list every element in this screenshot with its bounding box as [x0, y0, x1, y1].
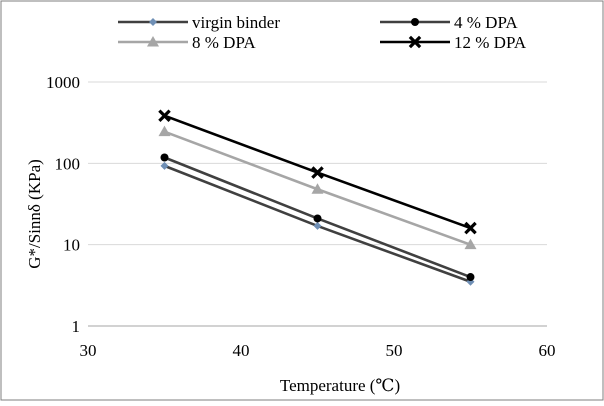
legend-layer: virgin binder 4 % DPA 8 % DPA 12 % DPA	[118, 13, 527, 52]
y-tick-label-1: 10	[63, 236, 80, 255]
tick-layer: 1 10 100 1000 30 40 50 60	[46, 73, 556, 360]
y-axis-label: G*/Sinnδ (KPa)	[25, 159, 44, 269]
data-point-s3-2	[464, 221, 477, 235]
legend-label-2: 8 % DPA	[192, 33, 256, 52]
data-point-s1-0	[160, 153, 169, 162]
data-point-s2-1	[311, 183, 324, 194]
x-tick-label-2: 50	[386, 341, 403, 360]
y-tick-label-3: 1000	[46, 73, 80, 92]
y-tick-label-2: 100	[55, 154, 81, 173]
y-tick-label-0: 1	[72, 317, 81, 336]
x-tick-label-1: 40	[233, 341, 250, 360]
legend-label-1: 4 % DPA	[454, 13, 518, 32]
legend-label-0: virgin binder	[192, 13, 280, 32]
data-point-s1-1	[313, 214, 322, 223]
data-point-s3-0	[158, 109, 171, 122]
legend-marker-3	[408, 35, 422, 49]
legend-marker-0	[149, 18, 157, 26]
x-tick-label-0: 30	[80, 341, 97, 360]
data-point-s0-1	[313, 221, 322, 230]
legend-marker-1	[411, 18, 419, 26]
data-point-s1-2	[466, 273, 475, 282]
data-point-s0-0	[160, 161, 169, 170]
series-layer	[158, 109, 477, 286]
data-point-s3-1	[311, 166, 324, 179]
x-tick-label-3: 60	[539, 341, 556, 360]
legend-marker-2	[147, 36, 159, 47]
x-axis-label: Temperature (℃)	[280, 376, 400, 395]
data-point-s2-0	[158, 125, 171, 137]
data-point-s2-2	[464, 238, 477, 250]
legend-label-3: 12 % DPA	[454, 33, 527, 52]
